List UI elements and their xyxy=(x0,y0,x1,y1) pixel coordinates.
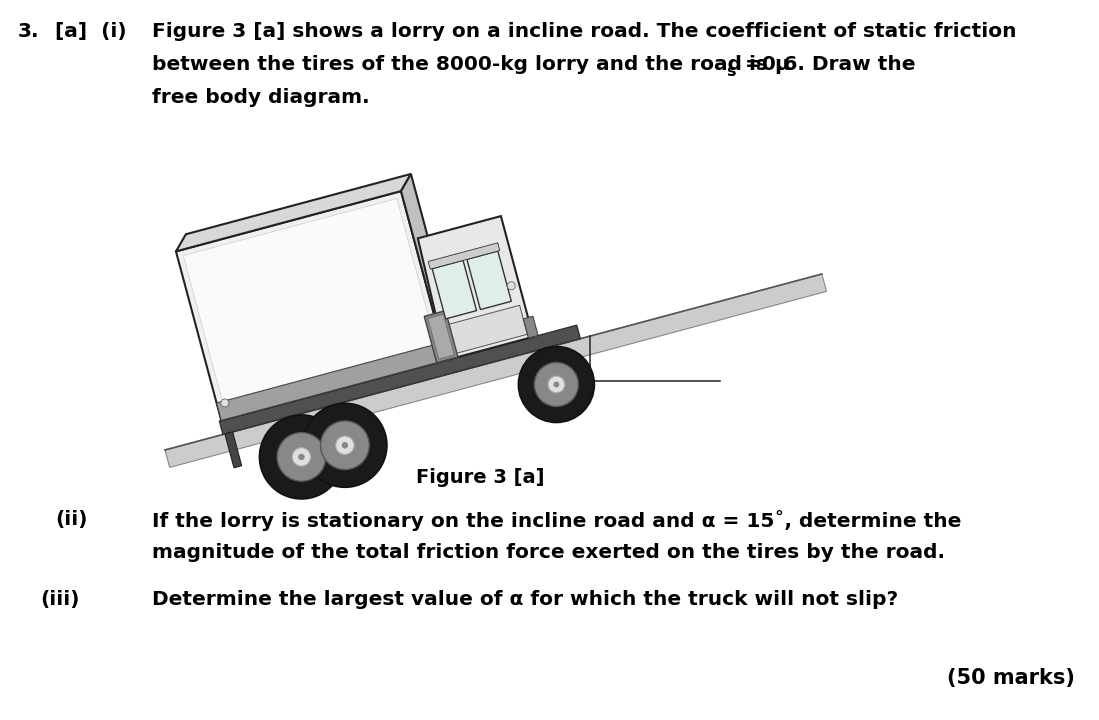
Polygon shape xyxy=(424,310,458,363)
Polygon shape xyxy=(217,343,446,420)
Text: Figure 3 [a]: Figure 3 [a] xyxy=(415,468,544,487)
Text: If the lorry is stationary on the incline road and α = 15˚, determine the: If the lorry is stationary on the inclin… xyxy=(152,510,962,531)
Text: magnitude of the total friction force exerted on the tires by the road.: magnitude of the total friction force ex… xyxy=(152,543,945,562)
Circle shape xyxy=(259,415,344,499)
Circle shape xyxy=(303,403,387,487)
Text: between the tires of the 8000-kg lorry and the road is μ: between the tires of the 8000-kg lorry a… xyxy=(152,55,790,74)
Circle shape xyxy=(554,382,559,387)
Polygon shape xyxy=(428,315,454,359)
Circle shape xyxy=(221,399,229,407)
Polygon shape xyxy=(432,261,477,319)
Polygon shape xyxy=(401,174,456,360)
Circle shape xyxy=(508,282,515,289)
Circle shape xyxy=(519,346,595,423)
Circle shape xyxy=(298,454,304,460)
Polygon shape xyxy=(467,251,511,310)
Circle shape xyxy=(548,376,565,393)
Text: =0.6. Draw the: =0.6. Draw the xyxy=(739,55,915,74)
Circle shape xyxy=(342,442,348,449)
Text: (ii): (ii) xyxy=(55,510,88,529)
Text: [a]  (i): [a] (i) xyxy=(55,22,126,41)
Circle shape xyxy=(335,436,354,454)
Circle shape xyxy=(321,421,369,469)
Circle shape xyxy=(277,433,325,481)
Text: Determine the largest value of α for which the truck will not slip?: Determine the largest value of α for whi… xyxy=(152,590,898,609)
Text: (50 marks): (50 marks) xyxy=(947,668,1075,688)
Polygon shape xyxy=(429,243,500,269)
Polygon shape xyxy=(523,316,539,338)
Circle shape xyxy=(292,448,311,466)
Text: 3.: 3. xyxy=(18,22,40,41)
Polygon shape xyxy=(176,174,411,251)
Polygon shape xyxy=(418,216,533,360)
Polygon shape xyxy=(176,191,446,420)
Text: free body diagram.: free body diagram. xyxy=(152,88,369,107)
Polygon shape xyxy=(443,305,528,355)
Text: s: s xyxy=(726,64,735,79)
Text: (iii): (iii) xyxy=(40,590,79,609)
Circle shape xyxy=(534,362,578,407)
Text: Figure 3 [a] shows a lorry on a incline road. The coefficient of static friction: Figure 3 [a] shows a lorry on a incline … xyxy=(152,22,1017,41)
Polygon shape xyxy=(225,432,242,468)
Polygon shape xyxy=(220,325,580,434)
Polygon shape xyxy=(184,199,439,413)
Polygon shape xyxy=(165,274,826,467)
